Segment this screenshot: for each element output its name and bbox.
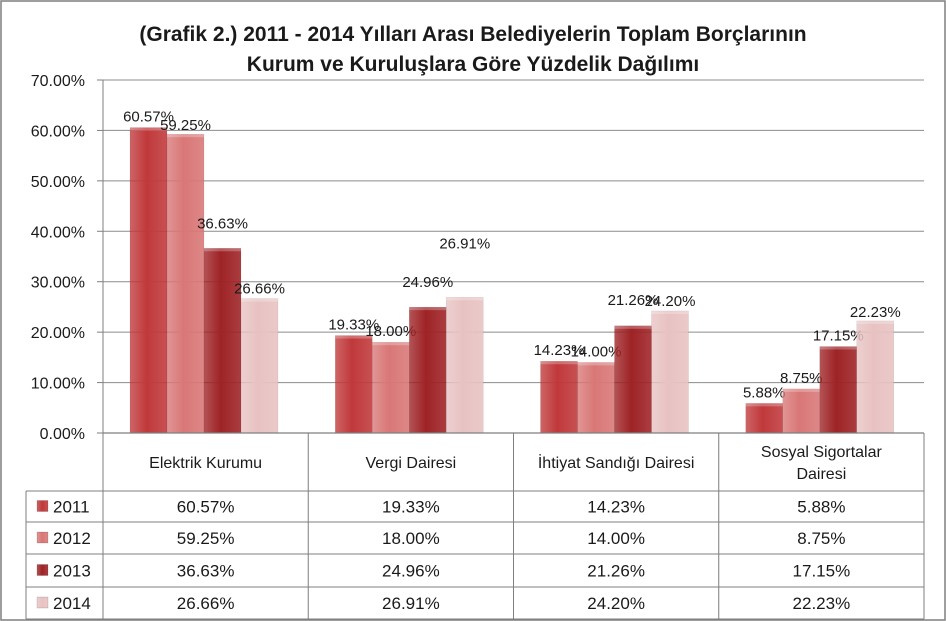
table-cell-value: 26.66% (177, 594, 235, 613)
category-label: Elektrik Kurumu (149, 455, 262, 472)
y-tick-label: 0.00% (40, 426, 85, 443)
data-label-2011-0: 60.57% (123, 109, 174, 126)
bar-2012-0 (166, 133, 205, 434)
data-label-2013-2: 21.26% (608, 292, 659, 309)
data-label-2014-2: 24.20% (645, 293, 696, 310)
bar-2013-2 (614, 325, 652, 434)
table-cell-value: 24.20% (587, 594, 645, 613)
data-label-2013-1: 24.96% (402, 274, 453, 291)
data-label-2011-3: 5.88% (743, 384, 786, 401)
bar-2011-2 (540, 360, 578, 434)
table-cell-value: 59.25% (177, 529, 235, 548)
bar-highlight (819, 346, 857, 350)
legend-series-label: 2012 (53, 529, 91, 548)
y-tick-label: 70.00% (31, 73, 85, 90)
table-cell-value: 8.75% (797, 529, 845, 548)
legend-key-2012 (36, 531, 49, 544)
bar-highlight (335, 335, 373, 339)
table-cell-value: 60.57% (177, 498, 235, 517)
table-cell-value: 14.23% (587, 498, 645, 517)
data-label-2012-3: 8.75% (780, 370, 823, 387)
bar-highlight (372, 342, 410, 346)
data-label-2012-0: 59.25% (160, 117, 211, 134)
data-label-2011-1: 19.33% (328, 317, 379, 334)
bar-2014-3 (856, 320, 894, 434)
table-cell-value: 21.26% (587, 562, 645, 581)
table-cell-value: 17.15% (793, 562, 851, 581)
table-cell-value: 36.63% (177, 562, 235, 581)
category-label: Sosyal Sigortalar (761, 444, 883, 461)
table-cell-value: 18.00% (382, 529, 440, 548)
table-cell-value: 22.23% (793, 594, 851, 613)
y-tick-label: 60.00% (31, 123, 85, 140)
legend-series-label: 2011 (53, 498, 90, 517)
chart-title-line: Kurum ve Kuruluşlara Göre Yüzdelik Dağıl… (247, 53, 699, 76)
legend-key-2014 (36, 596, 49, 609)
bar-highlight (130, 127, 167, 131)
y-tick-label: 40.00% (31, 224, 85, 241)
bar-2012-2 (577, 362, 615, 434)
category-label: Dairesi (796, 466, 846, 483)
table-cell-value: 5.88% (797, 498, 845, 517)
legend-series-label: 2014 (53, 594, 91, 613)
bar-highlight (540, 361, 578, 365)
bar-2014-1 (446, 297, 484, 434)
bar-2011-1 (335, 335, 373, 434)
bar-highlight (577, 362, 615, 366)
bar-highlight (167, 134, 204, 138)
y-tick-label: 20.00% (31, 325, 85, 342)
category-label: Vergi Dairesi (366, 455, 457, 472)
chart-title-line: (Grafik 2.) 2011 - 2014 Yılları Arası Be… (139, 23, 806, 46)
data-label-2011-2: 14.23% (534, 342, 585, 359)
bar-2011-3 (745, 403, 783, 434)
bar-2013-3 (819, 346, 857, 434)
data-label-2014-3: 22.23% (850, 304, 901, 321)
bar-highlight (446, 297, 484, 301)
bar-2011-0 (129, 127, 168, 434)
data-label-2012-1: 18.00% (365, 323, 416, 340)
table-cell-value: 24.96% (382, 562, 440, 581)
bar-highlight (856, 320, 894, 324)
bar-highlight (745, 403, 783, 407)
data-label-2013-3: 17.15% (813, 328, 864, 345)
legend-key-2011 (36, 500, 49, 512)
bar-2012-1 (372, 341, 410, 434)
bar-2014-2 (651, 310, 689, 434)
bar-highlight (409, 307, 447, 311)
bar-2013-0 (203, 248, 242, 434)
table-cell-value: 14.00% (587, 529, 645, 548)
bar-highlight (614, 325, 652, 329)
bar-2012-3 (782, 388, 820, 434)
legend-key-2013 (36, 564, 49, 576)
bar-highlight (782, 388, 820, 392)
legend-series-label: 2013 (53, 562, 91, 581)
data-label-2014-1: 26.91% (439, 235, 490, 252)
bar-highlight (651, 310, 689, 314)
bar-highlight (204, 248, 241, 252)
data-label-2013-0: 36.63% (197, 215, 248, 232)
y-tick-label: 50.00% (31, 174, 85, 191)
category-label: İhtiyat Sandığı Dairesi (538, 453, 695, 472)
y-tick-label: 10.00% (31, 376, 85, 393)
bar-2013-1 (409, 306, 447, 434)
data-label-2012-2: 14.00% (571, 343, 622, 360)
y-tick-label: 30.00% (31, 275, 85, 292)
table-cell-value: 26.91% (382, 594, 440, 613)
bar-highlight (241, 298, 278, 302)
bar-2014-0 (240, 298, 279, 434)
data-label-2014-0: 26.66% (234, 281, 285, 298)
table-cell-value: 19.33% (382, 498, 440, 517)
